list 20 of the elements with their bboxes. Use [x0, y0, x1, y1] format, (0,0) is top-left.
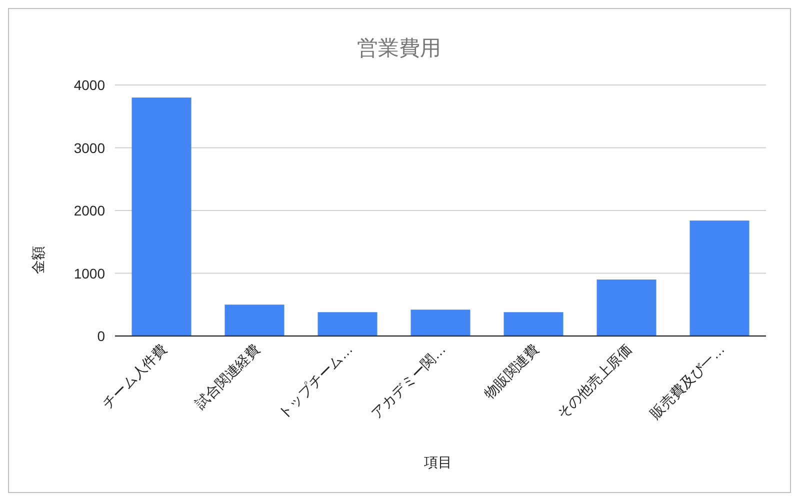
x-tick-label: 物販関連費: [480, 340, 542, 402]
x-tick-label: 試合関連経費: [192, 340, 263, 412]
bar: [224, 304, 284, 336]
x-axis-title: 項目: [423, 454, 452, 470]
x-tick-label: トップチーム…: [275, 340, 356, 422]
y-tick-label: 2000: [74, 202, 106, 218]
x-tick-label: アカデミー関…: [368, 340, 449, 422]
y-tick-label: 4000: [74, 77, 106, 93]
x-tick-label: その他売上原価: [554, 340, 635, 422]
chart-title: 営業費用: [357, 37, 441, 60]
y-axis-title: 金額: [30, 246, 46, 274]
bar: [132, 98, 192, 336]
x-tick-label: 販売費及び一…: [647, 340, 728, 422]
y-tick-label: 1000: [74, 265, 106, 282]
bar: [504, 312, 564, 336]
bar: [410, 310, 470, 336]
bar: [596, 280, 656, 336]
bar: [690, 220, 750, 336]
y-tick-label: 3000: [74, 140, 106, 156]
bar: [318, 312, 378, 336]
